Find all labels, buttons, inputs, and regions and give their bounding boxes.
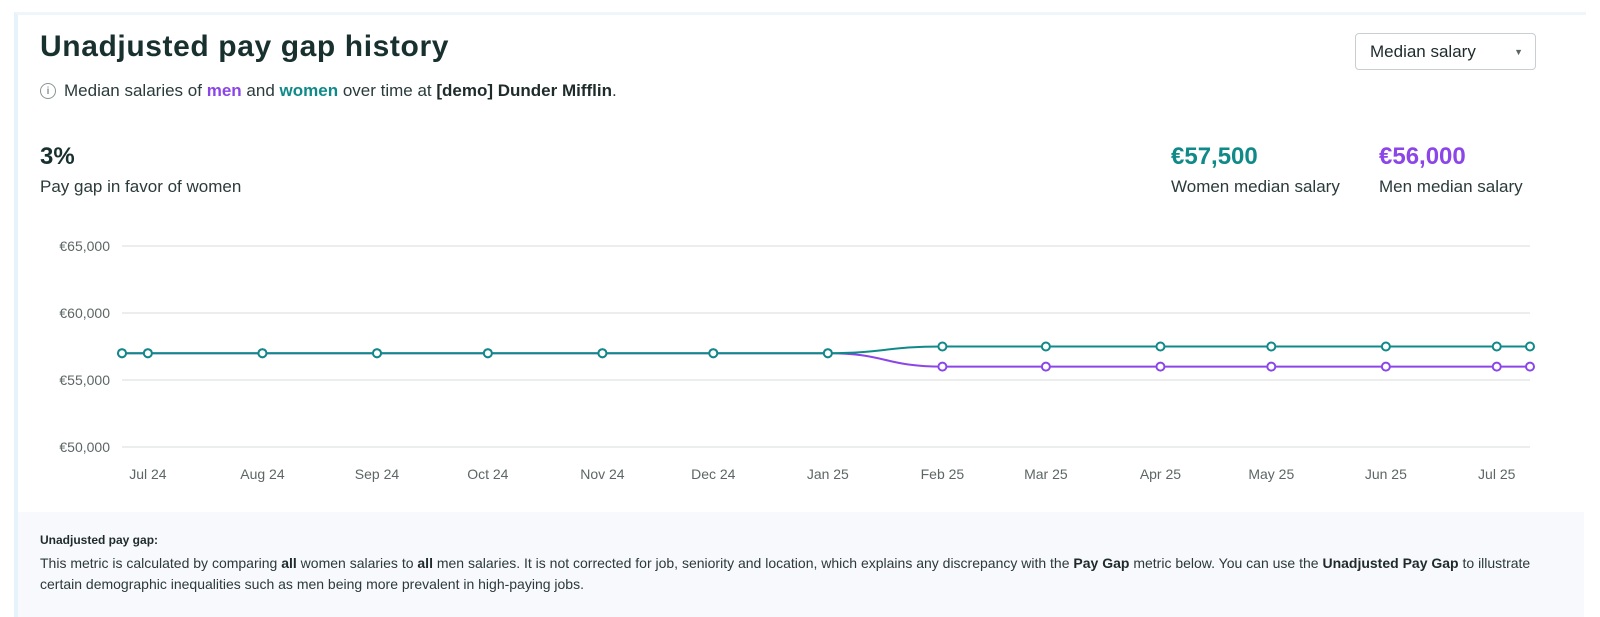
x-tick-label: Aug 24 (240, 466, 285, 482)
x-tick-label: May 25 (1248, 466, 1294, 482)
women-data-point (1155, 341, 1166, 352)
metric-select[interactable]: Median salary ▼ (1355, 33, 1536, 70)
pay-gap-stat: 3% Pay gap in favor of women (40, 143, 241, 197)
page-title: Unadjusted pay gap history (40, 30, 449, 63)
women-data-point (708, 348, 719, 359)
women-data-point (142, 348, 153, 359)
women-data-point (822, 348, 833, 359)
men-highlight: men (206, 81, 242, 100)
pay-gap-label: Pay gap in favor of women (40, 177, 242, 196)
chart-description: i Median salaries of men and women over … (40, 81, 617, 101)
x-tick-label: Jan 25 (807, 466, 849, 482)
women-data-point (371, 348, 382, 359)
men-median-value: €56,000 (1379, 143, 1466, 170)
company-name: [demo] Dunder Mifflin (436, 81, 613, 100)
explanation-text: This metric is calculated by comparing a… (40, 555, 1531, 592)
x-tick-label: Apr 25 (1140, 466, 1181, 482)
men-data-point (1040, 361, 1051, 372)
x-tick-label: Nov 24 (580, 466, 625, 482)
y-tick-label: €50,000 (59, 439, 110, 455)
women-median-stat: €57,500 Women median salary (1171, 143, 1340, 197)
x-tick-label: Jun 25 (1365, 466, 1407, 482)
women-data-point (117, 348, 127, 359)
women-data-point (1266, 341, 1277, 352)
men-data-point (1266, 361, 1277, 372)
x-tick-label: Sep 24 (355, 466, 400, 482)
y-tick-label: €60,000 (59, 305, 110, 321)
pay-gap-line-chart: €50,000 €55,000 €60,000 €65,000 Jul 24 Aug 24… (59, 238, 1535, 482)
x-tick-label: Dec 24 (691, 466, 736, 482)
women-highlight: women (279, 81, 339, 100)
women-data-point (482, 348, 493, 359)
women-median-value: €57,500 (1171, 143, 1258, 170)
men-median-stat: €56,000 Men median salary (1379, 143, 1523, 197)
info-icon[interactable]: i (40, 83, 56, 99)
women-data-point (1380, 341, 1391, 352)
chevron-down-icon: ▼ (1514, 46, 1523, 57)
men-median-label: Men median salary (1379, 177, 1523, 196)
y-tick-label: €65,000 (59, 238, 110, 254)
metric-select-value: Median salary (1370, 41, 1476, 61)
x-tick-label: Feb 25 (921, 466, 965, 482)
y-tick-label: €55,000 (59, 372, 110, 388)
x-tick-label: Oct 24 (467, 466, 508, 482)
women-median-label: Women median salary (1171, 177, 1340, 196)
x-tick-label: Jul 25 (1478, 466, 1516, 482)
men-data-point (937, 361, 948, 372)
x-tick-label: Mar 25 (1024, 466, 1068, 482)
men-data-point (1380, 361, 1391, 372)
pay-gap-value: 3% (40, 143, 75, 170)
women-data-point (257, 348, 268, 359)
metric-explanation: Unadjusted pay gap: This metric is calcu… (18, 512, 1584, 617)
x-tick-label: Jul 24 (129, 466, 167, 482)
women-data-point (937, 341, 948, 352)
explanation-title: Unadjusted pay gap: (40, 533, 159, 547)
men-data-point (1525, 361, 1535, 372)
women-data-point (597, 348, 608, 359)
women-data-point (1491, 341, 1502, 352)
description-text: Median salaries of men and women over ti… (64, 81, 617, 100)
men-data-point (1155, 361, 1166, 372)
women-data-point (1040, 341, 1051, 352)
women-data-point (1525, 341, 1535, 352)
men-data-point (1491, 361, 1502, 372)
